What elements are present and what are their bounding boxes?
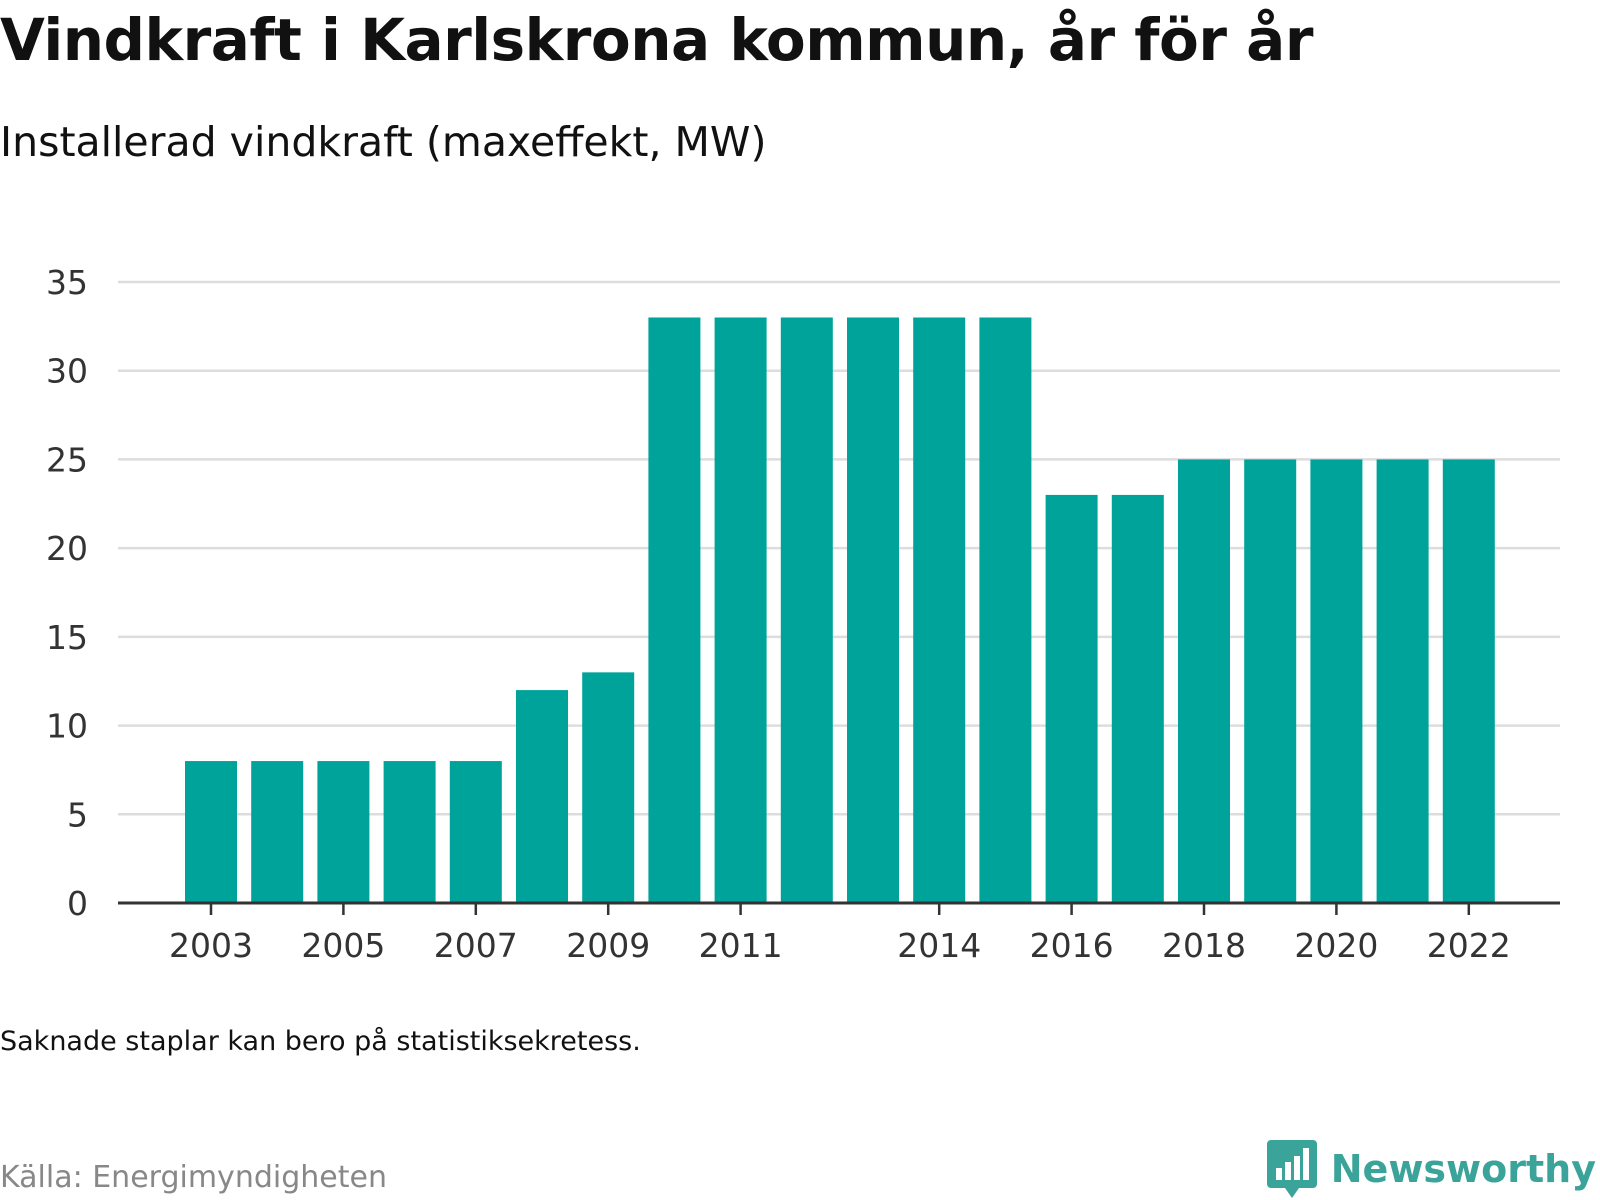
bar-2006 — [383, 761, 436, 903]
x-tick-label: 2016 — [1030, 926, 1114, 965]
x-tick-label: 2007 — [434, 926, 518, 965]
x-tick-label: 2003 — [169, 926, 253, 965]
x-tick-label: 2005 — [301, 926, 385, 965]
y-tick-label: 15 — [46, 618, 88, 657]
y-tick-label: 10 — [46, 707, 88, 746]
bar-2021 — [1376, 459, 1429, 903]
bar-2018 — [1178, 459, 1230, 903]
bar-2005 — [317, 761, 370, 903]
bar-2004 — [251, 761, 304, 903]
x-axis-labels: 2003 2005 2007 2009 2011 2014 2016 2018 2020 2022 — [169, 926, 1511, 965]
bar-2022 — [1442, 459, 1495, 903]
x-tick-label: 2014 — [897, 926, 981, 965]
footnote: Saknade staplar kan bero på statistiksek… — [0, 1026, 641, 1057]
chart-title: Vindkraft i Karlskrona kommun, år för år — [0, 6, 1313, 74]
bar-2015 — [979, 317, 1032, 903]
bars — [185, 317, 1495, 903]
y-tick-label: 30 — [46, 352, 88, 391]
bar-2008 — [516, 690, 568, 903]
newsworthy-logo: Newsworthy — [1266, 1140, 1596, 1198]
brand-name: Newsworthy — [1330, 1147, 1596, 1191]
bar-2011 — [714, 317, 767, 903]
x-tick-label: 2020 — [1294, 926, 1378, 965]
bar-2014 — [913, 317, 966, 903]
y-tick-label: 35 — [46, 263, 88, 302]
x-tick-label: 2011 — [699, 926, 783, 965]
bar-2019 — [1244, 459, 1297, 903]
bar-2007 — [449, 761, 502, 903]
y-tick-label: 5 — [67, 795, 88, 834]
y-axis-labels: 0 5 10 15 20 25 30 35 — [46, 263, 88, 923]
bar-chart-speech-bubble-icon — [1266, 1140, 1317, 1198]
bar-2013 — [847, 317, 899, 903]
y-tick-label: 0 — [67, 884, 88, 923]
chart-subtitle: Installerad vindkraft (maxeffekt, MW) — [0, 118, 767, 166]
bar-2003 — [185, 761, 237, 903]
bar-2016 — [1045, 494, 1098, 903]
x-tick-label: 2009 — [566, 926, 650, 965]
x-axis-ticks — [209, 903, 1471, 915]
bar-2020 — [1310, 459, 1363, 903]
bar-2017 — [1111, 494, 1164, 903]
bar-2009 — [582, 672, 635, 903]
y-tick-label: 25 — [46, 440, 88, 479]
x-tick-label: 2022 — [1427, 926, 1511, 965]
source-credit: Källa: Energimyndigheten — [0, 1160, 387, 1195]
y-tick-label: 20 — [46, 529, 88, 568]
bar-2010 — [648, 317, 701, 903]
bar-2012 — [780, 317, 833, 903]
x-tick-label: 2018 — [1162, 926, 1246, 965]
